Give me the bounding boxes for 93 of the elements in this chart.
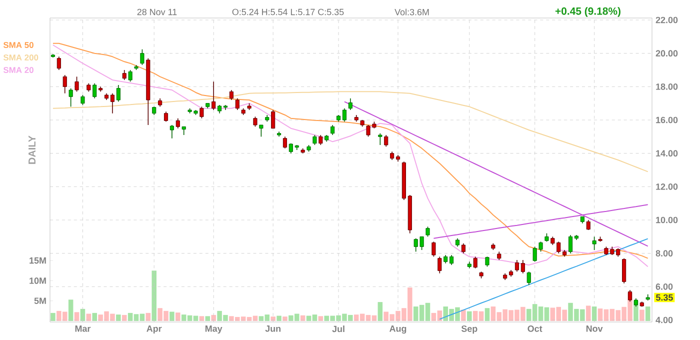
candlestick	[330, 124, 335, 136]
text: 28 Nov 11	[137, 8, 177, 16]
candlestick	[622, 258, 626, 284]
candlestick	[110, 92, 114, 114]
candlestick	[514, 260, 520, 272]
candlestick	[122, 70, 126, 80]
bar	[86, 314, 92, 321]
candlestick	[438, 256, 442, 274]
bar	[645, 306, 650, 321]
candlestick	[318, 134, 323, 146]
candlestick	[271, 110, 276, 129]
text: +0.45 (9.18%)	[555, 7, 620, 17]
candlestick	[92, 82, 97, 99]
candlestick	[140, 48, 144, 66]
y-tick-label: 10.00	[656, 216, 678, 224]
x-tick-label: Apr	[146, 326, 162, 334]
text: O:5.24 H:5.54 L:5.17 C:5.35	[232, 8, 344, 16]
candlestick	[259, 124, 264, 138]
candlestick	[62, 74, 67, 94]
x-tick-label: May	[205, 326, 222, 334]
candlestick	[176, 118, 180, 129]
y-tick-label: 6.00	[656, 283, 673, 290]
candlestick	[164, 111, 168, 122]
candlestick	[378, 132, 382, 146]
candlestick	[384, 134, 388, 148]
text: DAILY	[28, 136, 36, 164]
candlestick	[520, 260, 525, 274]
y-tick-label: 14.00	[656, 150, 678, 157]
bar	[116, 314, 121, 321]
bar	[467, 311, 472, 321]
y-tick-label: 4.00	[656, 316, 673, 324]
y2-tick-label: 15M	[30, 257, 46, 264]
candlestick	[128, 70, 132, 82]
y2-tick-label: 10M	[30, 278, 46, 284]
bar	[152, 270, 156, 321]
bar	[74, 312, 80, 321]
candlestick	[568, 234, 573, 254]
x-tick-label: Jun	[265, 326, 280, 332]
candlestick	[586, 220, 590, 230]
candlestick	[526, 271, 531, 286]
y2-tick-label: 5M	[34, 298, 46, 304]
candlestick	[432, 241, 436, 258]
y-tick-label: 20.00	[656, 50, 678, 57]
candlestick	[348, 98, 352, 110]
bar	[484, 308, 490, 321]
y-tick-label: 16.00	[656, 116, 678, 124]
y-tick-label: 18.00	[656, 83, 678, 90]
bar	[270, 316, 276, 321]
bar	[586, 306, 591, 321]
x-tick-label: Mar	[75, 326, 91, 332]
text: Vol:3.6M	[394, 8, 429, 16]
bar	[92, 312, 97, 321]
x-tick-label: Jul	[332, 326, 344, 332]
annotation: 5.35	[656, 294, 673, 301]
candlestick	[56, 56, 61, 70]
x-tick-label: Oct	[528, 326, 542, 332]
candlestick	[282, 136, 288, 149]
x-tick-label: Nov	[586, 326, 603, 332]
candlestick	[485, 256, 490, 268]
bar	[68, 300, 74, 321]
candlestick	[592, 236, 596, 250]
candlestick	[200, 106, 204, 119]
bar	[50, 312, 56, 321]
candlestick	[461, 242, 466, 254]
candlestick	[170, 124, 174, 139]
candlestick	[116, 84, 120, 102]
candlestick	[74, 76, 79, 92]
bar	[378, 302, 383, 321]
x-tick-label: Sep	[461, 326, 478, 334]
candlestick	[450, 254, 454, 266]
y-tick-label: 12.00	[656, 183, 678, 190]
candlestick	[212, 81, 216, 110]
candlestick	[473, 256, 478, 269]
candlestick	[68, 88, 73, 108]
y-tick-label: 22.00	[656, 16, 678, 24]
candlestick	[235, 98, 240, 110]
candlestick	[253, 116, 258, 128]
bar	[282, 316, 288, 321]
candlestick	[229, 90, 234, 100]
text: SMA 200	[3, 54, 38, 60]
candlestick	[426, 226, 430, 238]
bar	[461, 310, 466, 321]
text: SMA 50	[3, 42, 34, 48]
candlestick	[342, 108, 346, 122]
bar	[170, 312, 174, 321]
x-tick-label: Aug	[390, 326, 406, 334]
bar	[176, 312, 180, 321]
bar	[640, 310, 644, 321]
candlestick	[80, 94, 85, 106]
text: SMA 20	[3, 67, 34, 73]
candlestick	[312, 134, 317, 146]
y-tick-label: 8.00	[656, 250, 673, 257]
bar	[211, 314, 216, 321]
